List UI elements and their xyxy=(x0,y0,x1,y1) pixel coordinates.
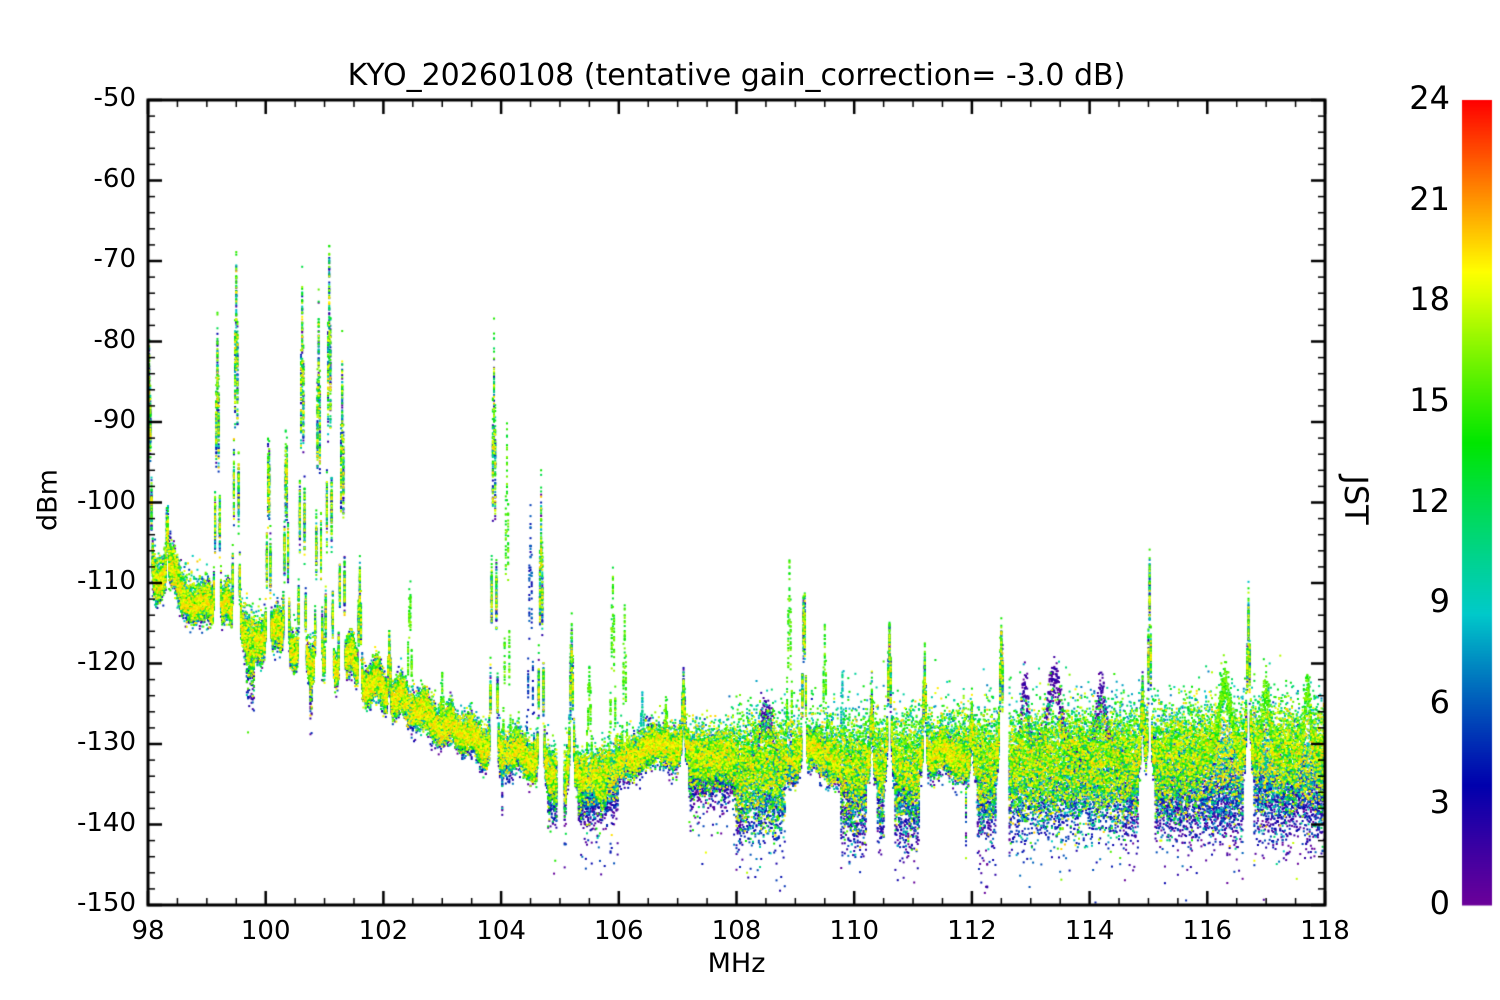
y-tick-label: -120 xyxy=(76,646,136,677)
colorbar-label: JST xyxy=(1337,475,1375,525)
y-tick-label: -70 xyxy=(93,244,136,274)
colorbar-tick-label: 15 xyxy=(1409,380,1450,419)
y-tick-label: -60 xyxy=(93,163,136,194)
x-tick-label: 100 xyxy=(240,916,291,946)
y-tick-label: -90 xyxy=(93,405,136,435)
colorbar-tick-label: 3 xyxy=(1429,783,1450,822)
colorbar-tick-label: 0 xyxy=(1429,884,1450,922)
x-tick-label: 118 xyxy=(1300,916,1350,946)
colorbar-tick-label: 18 xyxy=(1409,280,1450,319)
x-tick-label: 98 xyxy=(131,916,165,946)
colorbar-tick-label: 9 xyxy=(1429,582,1450,621)
colorbar-tick-label: 24 xyxy=(1409,79,1450,117)
colorbar-tick-label: 21 xyxy=(1409,179,1450,218)
x-tick-label: 114 xyxy=(1064,916,1115,946)
x-tick-label: 106 xyxy=(593,916,644,946)
y-tick-label: -150 xyxy=(76,888,136,918)
x-tick-label: 108 xyxy=(711,916,762,946)
x-tick-label: 104 xyxy=(476,916,526,946)
colorbar-tick-label: 12 xyxy=(1409,481,1450,520)
x-tick-label: 112 xyxy=(947,916,997,946)
y-tick-label: -50 xyxy=(93,83,136,113)
y-tick-label: -100 xyxy=(76,485,136,516)
x-tick-label: 110 xyxy=(829,916,879,946)
plot-title: KYO_20260108 (tentative gain_correction=… xyxy=(347,58,1126,93)
x-tick-label: 116 xyxy=(1182,916,1233,946)
y-tick-label: -80 xyxy=(93,324,136,355)
x-tick-label: 102 xyxy=(358,916,409,946)
y-tick-label: -140 xyxy=(76,807,136,838)
y-tick-label: -110 xyxy=(76,566,136,596)
y-tick-label: -130 xyxy=(76,727,136,757)
x-axis-label: MHz xyxy=(707,948,766,979)
colorbar-tick-label: 6 xyxy=(1429,682,1450,721)
